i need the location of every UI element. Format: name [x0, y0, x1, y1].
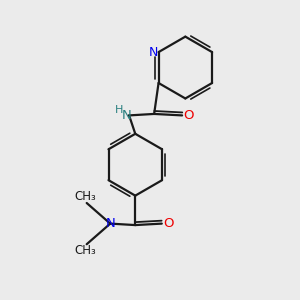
Text: CH₃: CH₃ — [74, 190, 96, 203]
Text: O: O — [163, 217, 173, 230]
Text: N: N — [105, 217, 115, 230]
Text: CH₃: CH₃ — [74, 244, 96, 257]
Text: N: N — [148, 46, 158, 59]
Text: N: N — [122, 109, 132, 122]
Text: O: O — [183, 109, 194, 122]
Text: H: H — [115, 105, 123, 115]
